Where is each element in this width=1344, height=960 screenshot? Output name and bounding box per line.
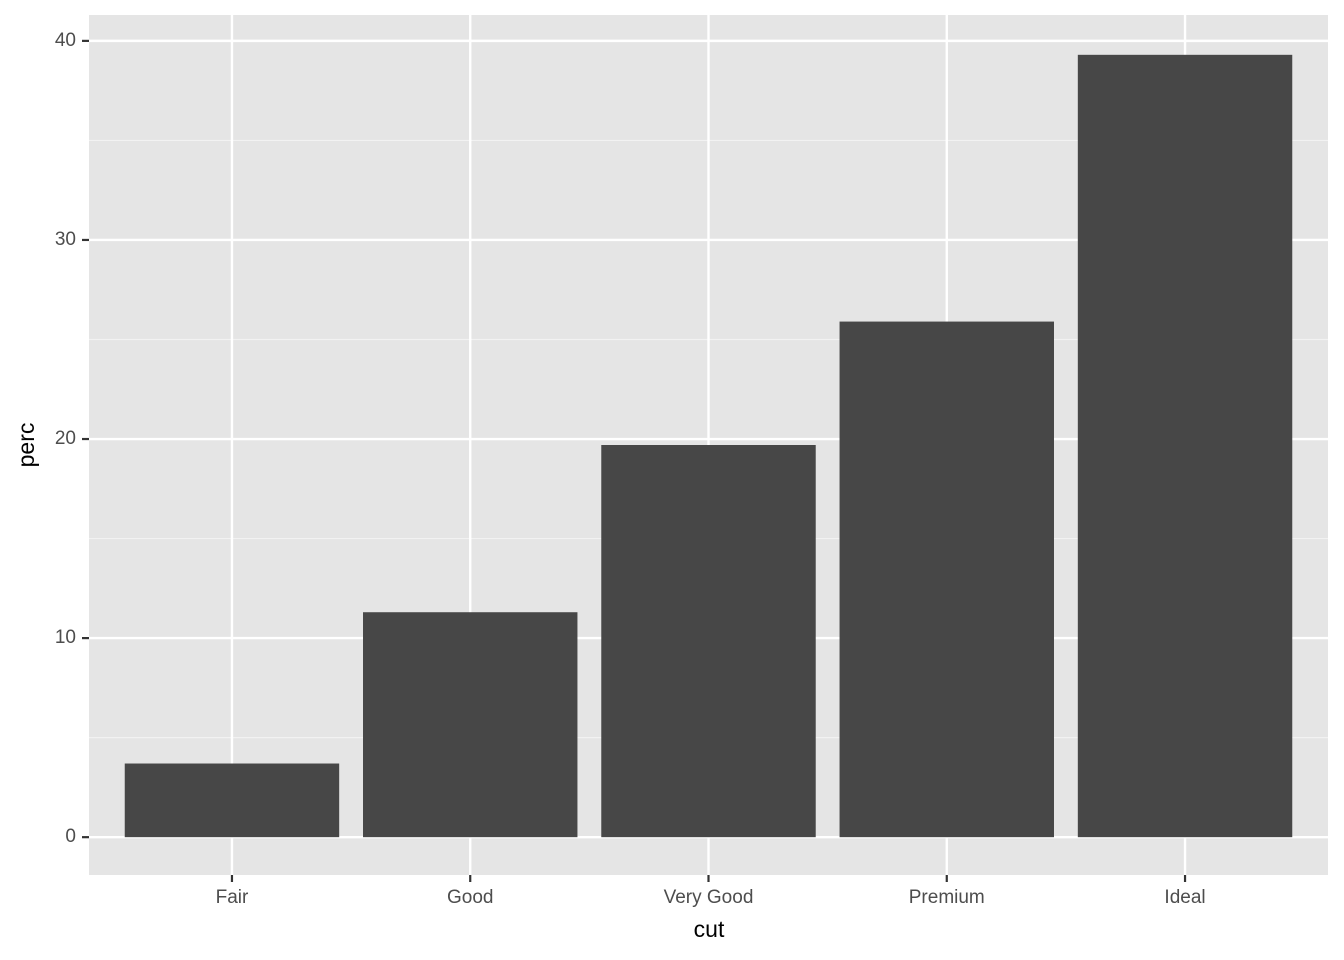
x-tick-label: Premium <box>909 887 985 908</box>
y-tick-label: 20 <box>55 428 76 449</box>
y-tick-label: 0 <box>65 826 76 847</box>
y-tick-label: 40 <box>55 30 76 51</box>
bar <box>839 321 1054 838</box>
y-tick-label: 10 <box>55 627 76 648</box>
x-tick-label: Fair <box>216 887 249 908</box>
bar <box>601 445 816 838</box>
y-axis-title: perc <box>13 423 39 468</box>
bar <box>363 612 578 838</box>
bar <box>124 763 340 838</box>
bar <box>1077 54 1293 838</box>
x-tick-label: Ideal <box>1164 887 1205 908</box>
x-tick-label: Good <box>447 887 493 908</box>
y-tick-label: 30 <box>55 229 76 250</box>
x-tick-label: Very Good <box>664 887 754 908</box>
x-axis-title: cut <box>694 916 725 942</box>
